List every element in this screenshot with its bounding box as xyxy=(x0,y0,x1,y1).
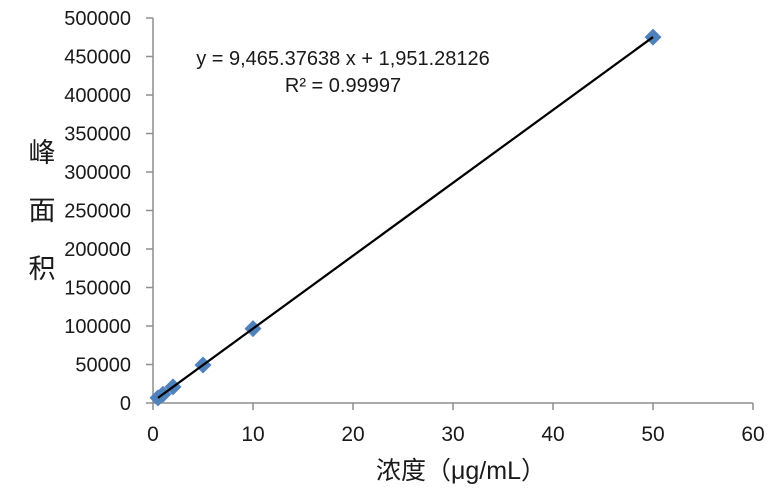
y-tick-label: 500000 xyxy=(64,8,131,30)
y-axis-title-char: 峰 xyxy=(28,138,56,168)
x-tick-label: 30 xyxy=(441,423,464,446)
y-tick-label: 350000 xyxy=(64,124,131,146)
x-tick-label: 10 xyxy=(241,423,264,446)
x-tick-label: 0 xyxy=(147,423,159,446)
trendline-equation-text: y = 9,465.37638 x + 1,951.28126 xyxy=(196,48,490,70)
y-axis-title-char: 面 xyxy=(28,196,56,226)
y-tick-label: 450000 xyxy=(64,47,131,69)
y-axis-title: 峰面积 xyxy=(24,131,60,286)
trendline-annotation: y = 9,465.37638 x + 1,951.28126 R² = 0.9… xyxy=(178,46,508,100)
x-axis-title: 浓度（μg/mL） xyxy=(376,457,546,485)
r-squared-text: R² = 0.99997 xyxy=(284,75,402,97)
x-tick-label: 50 xyxy=(641,423,664,446)
y-tick-label: 300000 xyxy=(64,162,131,184)
x-tick-label: 40 xyxy=(541,423,564,446)
y-tick-label: 150000 xyxy=(64,278,131,300)
y-tick-label: 200000 xyxy=(64,239,131,261)
x-tick-label: 60 xyxy=(741,423,764,446)
y-tick-label: 400000 xyxy=(64,85,131,107)
y-axis-title-char: 积 xyxy=(28,254,56,284)
y-tick-label: 100000 xyxy=(64,316,131,338)
x-tick-label: 20 xyxy=(341,423,364,446)
y-tick-label: 50000 xyxy=(75,355,131,377)
y-tick-label: 250000 xyxy=(64,201,131,223)
trendline xyxy=(157,36,654,399)
y-tick-label: 0 xyxy=(120,393,131,415)
